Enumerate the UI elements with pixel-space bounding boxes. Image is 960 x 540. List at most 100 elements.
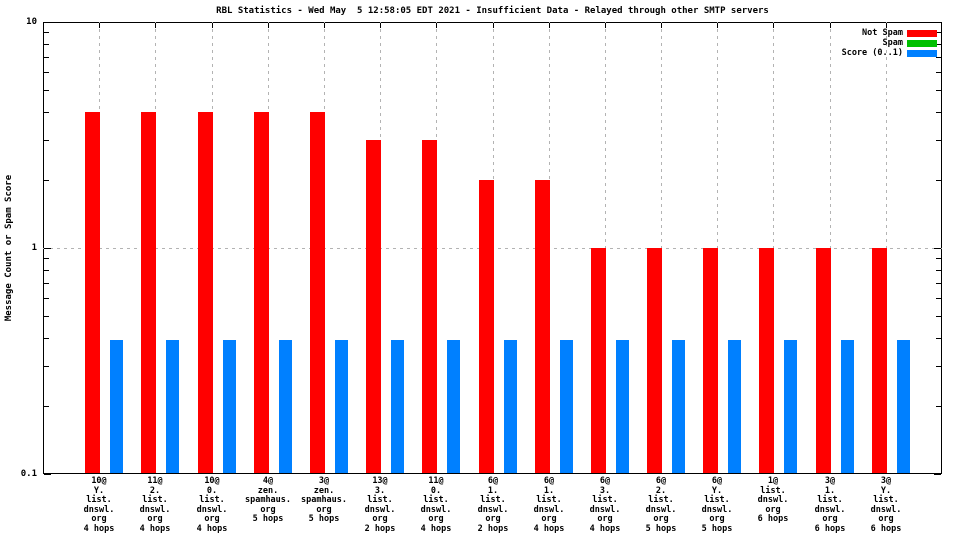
y-minor-tick-right [936, 72, 941, 73]
y-minor-tick-right [936, 57, 941, 58]
x-category-label: 10@ 0. list. dnswl. org 4 hops [196, 476, 228, 534]
y-minor-tick-left [44, 112, 49, 113]
x-tick-top [886, 23, 887, 28]
y-tick-left [44, 22, 51, 23]
y-minor-tick-right [936, 316, 941, 317]
legend-swatch-not-spam [907, 30, 937, 37]
y-minor-tick-left [44, 283, 49, 284]
y-minor-tick-right [936, 140, 941, 141]
bar-not-spam [310, 112, 325, 473]
y-minor-tick-left [44, 316, 49, 317]
legend-label: Not Spam [862, 28, 903, 38]
bar-not-spam [647, 248, 662, 473]
x-category-label: 3@ 1. list. dnswl. org 6 hops [814, 476, 846, 534]
bar-score-0-1 [784, 340, 797, 473]
x-category-label: 10@ Y. list. dnswl. org 4 hops [83, 476, 115, 534]
y-minor-tick-left [44, 180, 49, 181]
y-minor-tick-left [44, 32, 49, 33]
bar-score-0-1 [504, 340, 517, 473]
bar-not-spam [85, 112, 100, 473]
x-tick-top [605, 23, 606, 28]
x-tick-top [549, 23, 550, 28]
y-minor-tick-right [936, 258, 941, 259]
chart-title: RBL Statistics - Wed May 5 12:58:05 EDT … [216, 6, 769, 16]
bar-score-0-1 [560, 340, 573, 473]
y-tick-label: 0.1 [20, 469, 37, 479]
bar-not-spam [198, 112, 213, 473]
y-minor-tick-left [44, 366, 49, 367]
bar-not-spam [703, 248, 718, 473]
bar-score-0-1 [391, 340, 404, 473]
y-minor-tick-left [44, 270, 49, 271]
x-category-label: 13@ 3. list. dnswl. org 2 hops [364, 476, 396, 534]
bar-score-0-1 [447, 340, 460, 473]
x-category-label: 1@ list. dnswl. org 6 hops [757, 476, 789, 525]
y-minor-tick-right [936, 298, 941, 299]
x-category-label: 3@ Y. list. dnswl. org 6 hops [870, 476, 902, 534]
bar-not-spam [141, 112, 156, 473]
x-category-label: 6@ 1. list. dnswl. org 4 hops [533, 476, 565, 534]
x-tick-top [380, 23, 381, 28]
bar-score-0-1 [335, 340, 348, 473]
y-minor-tick-right [936, 180, 941, 181]
bar-score-0-1 [223, 340, 236, 473]
bar-score-0-1 [672, 340, 685, 473]
y-tick-right [934, 474, 941, 475]
bar-score-0-1 [728, 340, 741, 473]
x-category-label: 3@ zen. spamhaus. org 5 hops [300, 476, 348, 525]
y-minor-tick-left [44, 298, 49, 299]
x-tick-top [717, 23, 718, 28]
y-minor-tick-right [936, 32, 941, 33]
y-minor-tick-right [936, 44, 941, 45]
x-tick-top [324, 23, 325, 28]
x-category-label: 4@ zen. spamhaus. org 5 hops [244, 476, 292, 525]
y-minor-tick-left [44, 338, 49, 339]
x-category-label: 6@ 2. list. dnswl. org 5 hops [645, 476, 677, 534]
x-category-label: 11@ 0. list. dnswl. org 4 hops [420, 476, 452, 534]
y-minor-tick-right [936, 270, 941, 271]
legend-label: Spam [882, 38, 903, 48]
y-minor-tick-right [936, 406, 941, 407]
y-minor-tick-right [936, 366, 941, 367]
bar-not-spam [366, 140, 381, 473]
bar-score-0-1 [279, 340, 292, 473]
x-tick-top [268, 23, 269, 28]
y-minor-tick-left [44, 140, 49, 141]
bar-score-0-1 [616, 340, 629, 473]
x-tick-top [773, 23, 774, 28]
bar-not-spam [759, 248, 774, 473]
bar-not-spam [422, 140, 437, 473]
bar-not-spam [816, 248, 831, 473]
x-tick-top [155, 23, 156, 28]
bar-not-spam [535, 180, 550, 473]
x-category-label: 6@ Y. list. dnswl. org 5 hops [701, 476, 733, 534]
y-minor-tick-left [44, 72, 49, 73]
x-tick-top [212, 23, 213, 28]
x-category-label: 6@ 3. list. dnswl. org 4 hops [589, 476, 621, 534]
x-tick-top [493, 23, 494, 28]
x-tick-top [436, 23, 437, 28]
y-minor-tick-left [44, 406, 49, 407]
y-tick-label: 1 [31, 243, 37, 253]
y-tick-label: 10 [26, 17, 37, 27]
y-minor-tick-left [44, 90, 49, 91]
y-tick-right [934, 22, 941, 23]
y-minor-tick-left [44, 44, 49, 45]
bar-score-0-1 [841, 340, 854, 473]
bar-not-spam [872, 248, 887, 473]
x-tick-top [99, 23, 100, 28]
x-tick-top [830, 23, 831, 28]
legend-label: Score (0..1) [841, 48, 903, 58]
x-tick-top [661, 23, 662, 28]
y-minor-tick-left [44, 57, 49, 58]
y-minor-tick-right [936, 283, 941, 284]
y-tick-left [44, 474, 51, 475]
bar-not-spam [254, 112, 269, 473]
bar-not-spam [479, 180, 494, 473]
x-category-label: 11@ 2. list. dnswl. org 4 hops [139, 476, 171, 534]
y-minor-tick-left [44, 258, 49, 259]
bar-score-0-1 [166, 340, 179, 473]
bar-not-spam [591, 248, 606, 473]
y-tick-left [44, 248, 51, 249]
y-minor-tick-right [936, 338, 941, 339]
